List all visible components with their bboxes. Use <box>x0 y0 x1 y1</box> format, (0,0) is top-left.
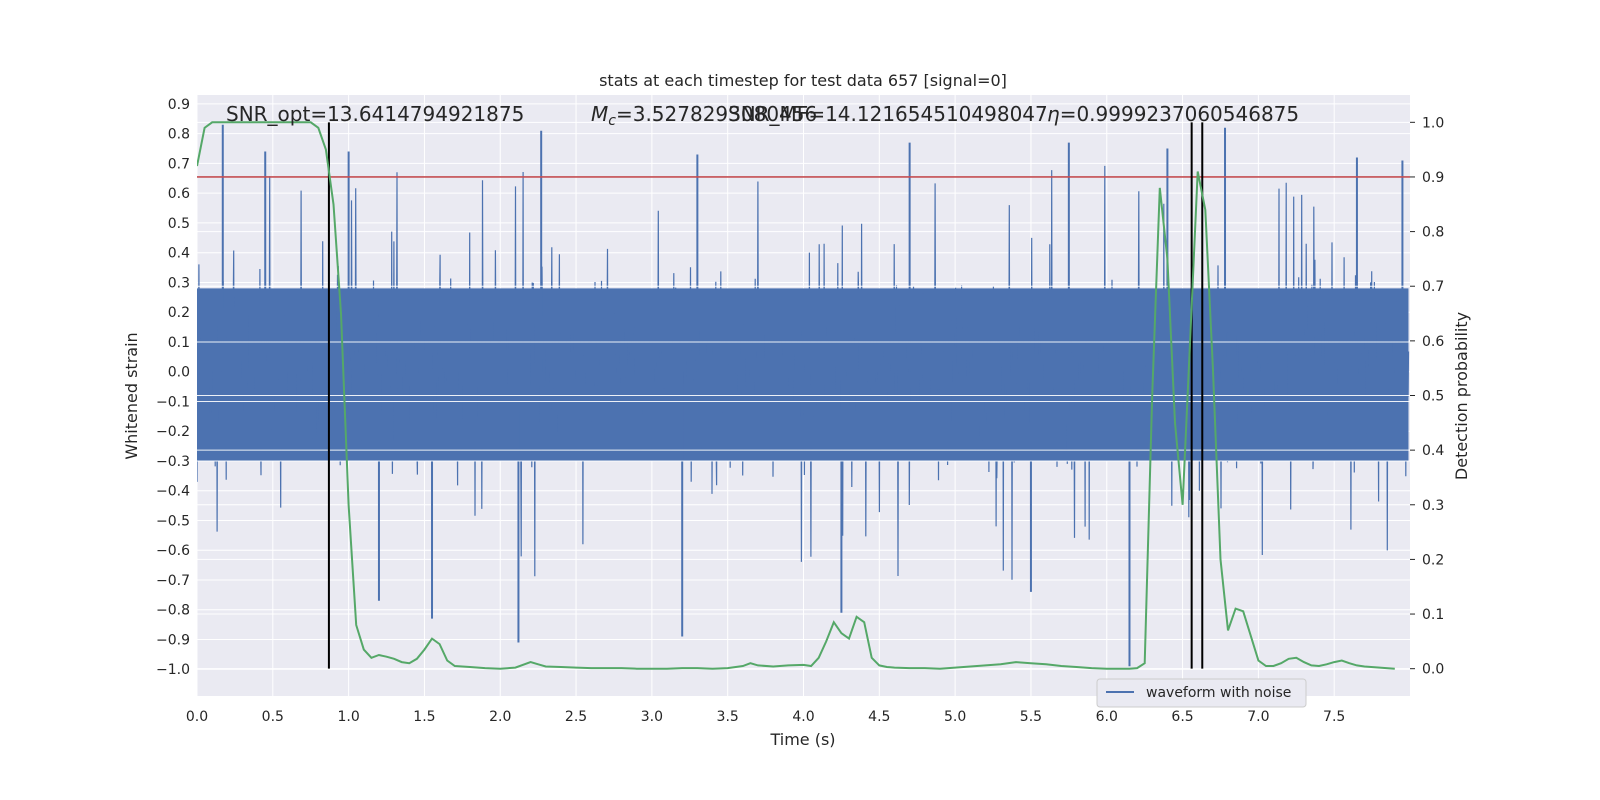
annotation-eta-symbol: η <box>1047 102 1060 126</box>
x-tick-label: 6.0 <box>1096 709 1118 725</box>
waveform-trace <box>197 165 1410 580</box>
annotation-snr-mf: SNR_MF=14.121654510498047 <box>728 102 1048 126</box>
y2-axis-label: Detection probability <box>1452 312 1471 480</box>
y2-tick-label: 0.9 <box>1422 170 1444 186</box>
x-tick-label: 7.5 <box>1323 709 1345 725</box>
x-tick-label: 2.5 <box>565 709 587 725</box>
x-tick-label: 2.0 <box>489 709 511 725</box>
x-tick-label: 7.0 <box>1247 709 1269 725</box>
y-tick-label: −0.7 <box>156 573 190 589</box>
annotation-snr-opt: SNR_opt=13.6414794921875 <box>226 102 524 126</box>
x-tick-label: 0.0 <box>186 709 208 725</box>
y-tick-label: 0.8 <box>168 127 190 143</box>
y-tick-label: −0.3 <box>156 454 190 470</box>
axes: 0.0 0.5 1.0 1.5 2.0 2.5 3.0 3.5 4.0 4.5 5.0 5.5 6.0 6… <box>156 97 1444 725</box>
y-tick-label: 0.4 <box>168 246 190 262</box>
y-tick-label: 0.5 <box>168 216 190 232</box>
y-tick-label: −0.8 <box>156 603 190 619</box>
y-tick-label: −0.9 <box>156 632 190 648</box>
x-tick-label: 1.0 <box>337 709 359 725</box>
x-tick-label: 4.0 <box>792 709 814 725</box>
annotation-eta-value: =0.9999237060546875 <box>1060 102 1299 126</box>
y2-tick-label: 0.2 <box>1422 552 1444 568</box>
y2-tick-label: 0.8 <box>1422 225 1444 241</box>
y-tick-label: 0.6 <box>168 186 190 202</box>
x-tick-label: 1.5 <box>413 709 435 725</box>
y-tick-label: −0.1 <box>156 394 190 410</box>
annotation-chirp-mass-sub: c <box>608 113 616 129</box>
x-tick-label: 5.5 <box>1020 709 1042 725</box>
annotation-chirp-mass-value: =3.5278293080456 <box>616 102 817 126</box>
legend-label: waveform with noise <box>1146 685 1291 701</box>
annotation-chirp-mass-symbol: M <box>591 102 608 126</box>
y-tick-label: 0.0 <box>168 365 190 381</box>
y-tick-label: −0.4 <box>156 484 190 500</box>
y2-tick-label: 0.4 <box>1422 443 1444 459</box>
y2-tick-label: 1.0 <box>1422 115 1444 131</box>
y2-tick-label: 0.3 <box>1422 498 1444 514</box>
y-tick-label: −0.2 <box>156 424 190 440</box>
y-tick-label: 0.3 <box>168 275 190 291</box>
overlay <box>197 121 1410 670</box>
y2-tick-label: 0.7 <box>1422 279 1444 295</box>
x-tick-label: 0.5 <box>262 709 284 725</box>
probability-line <box>197 121 1395 670</box>
y-axis-label: Whitened strain <box>122 332 141 459</box>
y-tick-label: −1.0 <box>156 662 190 678</box>
y-tick-label: −0.5 <box>156 513 190 529</box>
y2-tick-label: 0.0 <box>1422 662 1444 678</box>
y2-tick-label: 0.1 <box>1422 607 1444 623</box>
legend-box <box>1096 678 1307 708</box>
chart-title: stats at each timestep for test data 657… <box>599 71 1007 90</box>
y-tick-label: 0.2 <box>168 305 190 321</box>
x-tick-label: 5.0 <box>944 709 966 725</box>
waveform-series <box>197 124 1410 667</box>
y-tick-label: −0.6 <box>156 543 190 559</box>
annotation-eta: η=0.9999237060546875 <box>1047 102 1299 126</box>
y2-tick-label: 0.5 <box>1422 389 1444 405</box>
x-tick-label: 3.0 <box>641 709 663 725</box>
annotation-chirp-mass: Mc=3.5278293080456 <box>591 102 817 129</box>
y-tick-label: 0.1 <box>168 335 190 351</box>
x-tick-label: 4.5 <box>868 709 890 725</box>
y2-tick-label: 0.6 <box>1422 334 1444 350</box>
legend: waveform with noise <box>1096 678 1307 708</box>
x-tick-label: 6.5 <box>1171 709 1193 725</box>
x-axis-label: Time (s) <box>769 730 835 749</box>
x-tick-label: 3.5 <box>717 709 739 725</box>
y-tick-label: 0.9 <box>168 97 190 113</box>
y-tick-label: 0.7 <box>168 156 190 172</box>
